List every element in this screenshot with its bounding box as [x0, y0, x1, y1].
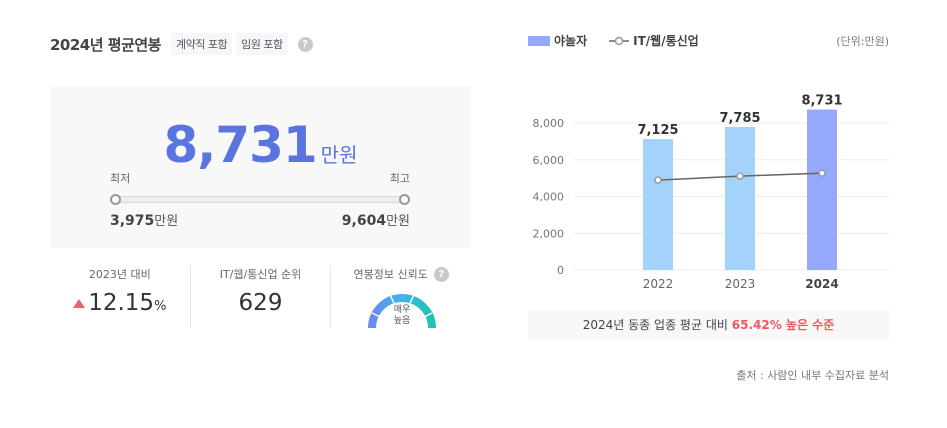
stat-rank: IT/웹/통신업 순위 629 [189, 266, 331, 328]
page-title: 2024년 평균연봉 [50, 35, 161, 54]
reliability-gauge-icon: 매우 높음 [368, 294, 437, 328]
svg-text:8,000: 8,000 [533, 117, 565, 130]
min-label: 최저 [110, 172, 131, 185]
svg-text:2024: 2024 [805, 277, 838, 291]
stats-row: 2023년 대비 12.15% IT/웹/통신업 순위 629 연봉정보 신뢰도… [50, 266, 471, 328]
svg-text:8,731: 8,731 [801, 94, 842, 109]
line-legend-icon [609, 36, 630, 45]
question-circle-icon[interactable]: ? [297, 36, 313, 52]
stat-reliability: 연봉정보 신뢰도? 매우 높음 [330, 266, 471, 328]
source-note: 출처 : 사람인 내부 수집자료 분석 [736, 369, 889, 382]
tag-executive: 임원 포함 [236, 33, 288, 55]
svg-text:7,125: 7,125 [637, 123, 678, 138]
svg-text:매우: 매우 [394, 304, 411, 315]
average-salary-value: 8,731 [163, 116, 318, 174]
svg-text:4,000: 4,000 [533, 191, 565, 204]
bar-legend-swatch [528, 35, 550, 46]
header: 2024년 평균연봉 계약직 포함 임원 포함 ? [50, 33, 313, 55]
unit-label: (단위:만원) [836, 35, 889, 48]
svg-text:높음: 높음 [394, 315, 411, 326]
up-triangle-icon [73, 299, 86, 308]
svg-text:0: 0 [557, 264, 564, 277]
min-salary: 3,975만원 [110, 213, 179, 229]
max-salary: 9,604만원 [341, 213, 410, 229]
salary-range-track [116, 196, 405, 203]
svg-text:2022: 2022 [643, 277, 674, 291]
svg-text:2023: 2023 [725, 277, 756, 291]
svg-text:2,000: 2,000 [533, 227, 565, 240]
tag-contract: 계약직 포함 [170, 33, 233, 55]
max-label: 최고 [389, 172, 410, 185]
svg-text:7,785: 7,785 [719, 111, 760, 126]
chart-legend: 야놀자 IT/웹/통신업 [528, 32, 699, 49]
min-knob [110, 194, 121, 205]
max-knob [399, 194, 410, 205]
comparison-banner: 2024년 동종 업종 평균 대비 65.42% 높은 수준 [528, 310, 889, 340]
average-salary-box: 8,731 만원 최저 최고 3,975만원 9,604만원 [50, 86, 471, 248]
stat-yoy: 2023년 대비 12.15% [50, 266, 190, 328]
average-salary-unit: 만원 [320, 143, 358, 167]
svg-text:6,000: 6,000 [533, 154, 565, 167]
salary-chart: 0 2,000 4,000 6,000 8,000 7,125 2022 7,785 2023 8… [533, 94, 889, 291]
question-circle-icon[interactable]: ? [433, 266, 449, 282]
